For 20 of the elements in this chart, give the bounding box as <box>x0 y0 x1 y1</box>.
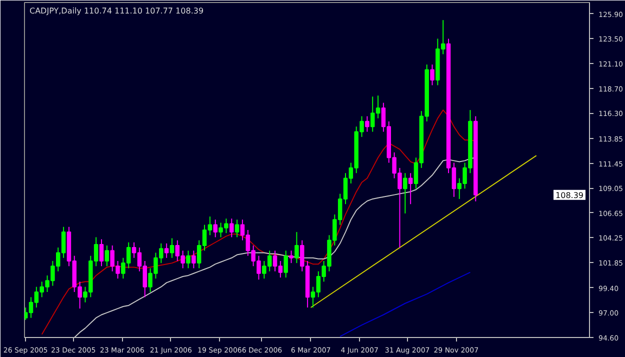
candlestick <box>170 238 174 258</box>
candlestick <box>284 250 288 278</box>
candlestick <box>164 242 169 258</box>
candlestick <box>186 250 190 269</box>
candlestick <box>294 232 299 264</box>
candlestick <box>99 238 104 267</box>
candlestick <box>213 219 218 238</box>
candlestick <box>430 64 434 86</box>
candlestick <box>403 172 408 214</box>
candlestick <box>365 116 370 132</box>
text: CADJPY,Daily 110.74 111.10 107.77 108.39 <box>30 6 204 16</box>
candlestick <box>230 218 234 238</box>
candlestick <box>104 244 110 267</box>
candlestick <box>234 219 240 238</box>
line-series <box>340 272 471 337</box>
candlestick <box>289 250 294 264</box>
annotation: 108.39 <box>556 190 584 200</box>
line-series <box>41 110 476 335</box>
candlestick <box>408 172 413 205</box>
candlestick <box>192 250 196 269</box>
